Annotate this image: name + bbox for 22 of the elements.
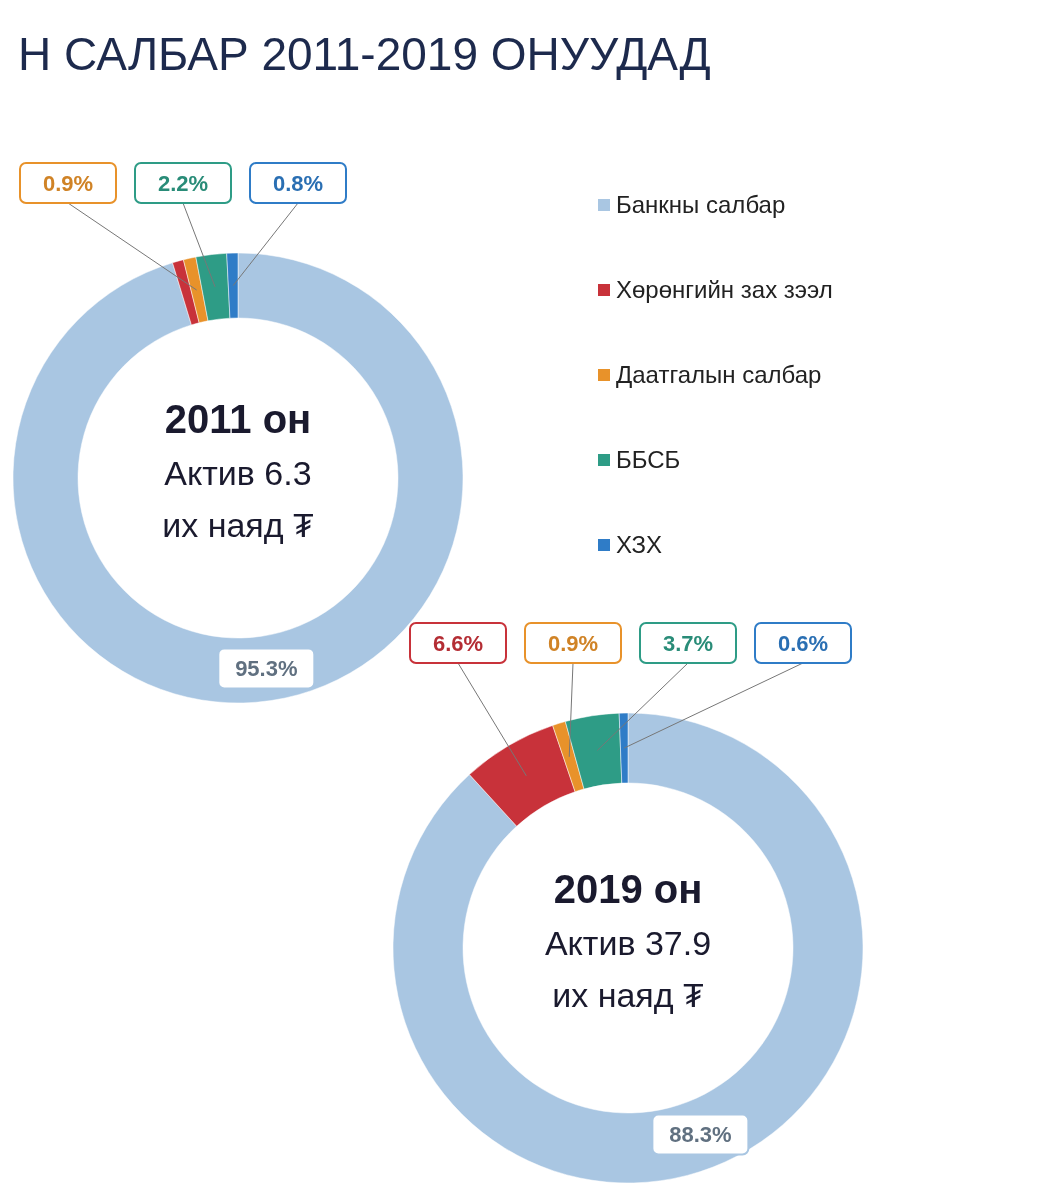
legend-label: ХЗХ	[616, 531, 662, 558]
data-label: 3.7%	[662, 631, 714, 656]
legend-label: ББСБ	[616, 446, 681, 473]
donut-slice	[393, 712, 864, 1183]
legend-label: Даатгалын салбар	[616, 361, 822, 388]
data-label: 6.6%	[432, 631, 484, 656]
data-label: 0.8%	[272, 171, 324, 196]
data-label: 0.9%	[42, 171, 94, 196]
text: их наяд ₮	[162, 506, 314, 544]
data-label: 2.2%	[157, 171, 209, 196]
text: Актив 6.3	[164, 454, 312, 492]
text: Актив 37.9	[544, 924, 712, 962]
data-label: 0.6%	[777, 631, 829, 656]
data-label: 88.3%	[669, 1122, 732, 1148]
text: их наяд ₮	[552, 976, 704, 1014]
legend-label: Банкны салбар	[616, 191, 786, 218]
chart-title: Н САЛБАР 2011-2019 ОНУУДАД	[18, 28, 711, 80]
text: 2011 он	[164, 397, 312, 441]
text: 2019 он	[553, 867, 703, 911]
data-label: 95.3%	[235, 656, 298, 682]
data-label: 0.9%	[547, 631, 599, 656]
legend-label: Хөрөнгийн зах зээл	[616, 276, 833, 303]
